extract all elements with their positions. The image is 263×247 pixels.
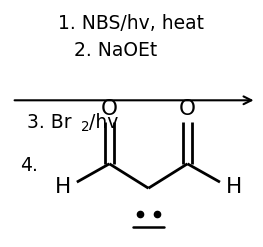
Text: 2: 2 [81, 120, 89, 134]
Text: 4.: 4. [20, 156, 38, 175]
Text: 2. NaOEt: 2. NaOEt [74, 41, 158, 60]
Text: 1. NBS/hv, heat: 1. NBS/hv, heat [58, 14, 205, 33]
Text: H: H [54, 177, 71, 197]
Text: O: O [101, 99, 118, 119]
Text: 3. Br: 3. Br [27, 113, 72, 132]
Text: O: O [179, 99, 196, 119]
Text: /hv: /hv [89, 113, 118, 132]
Text: H: H [226, 177, 242, 197]
